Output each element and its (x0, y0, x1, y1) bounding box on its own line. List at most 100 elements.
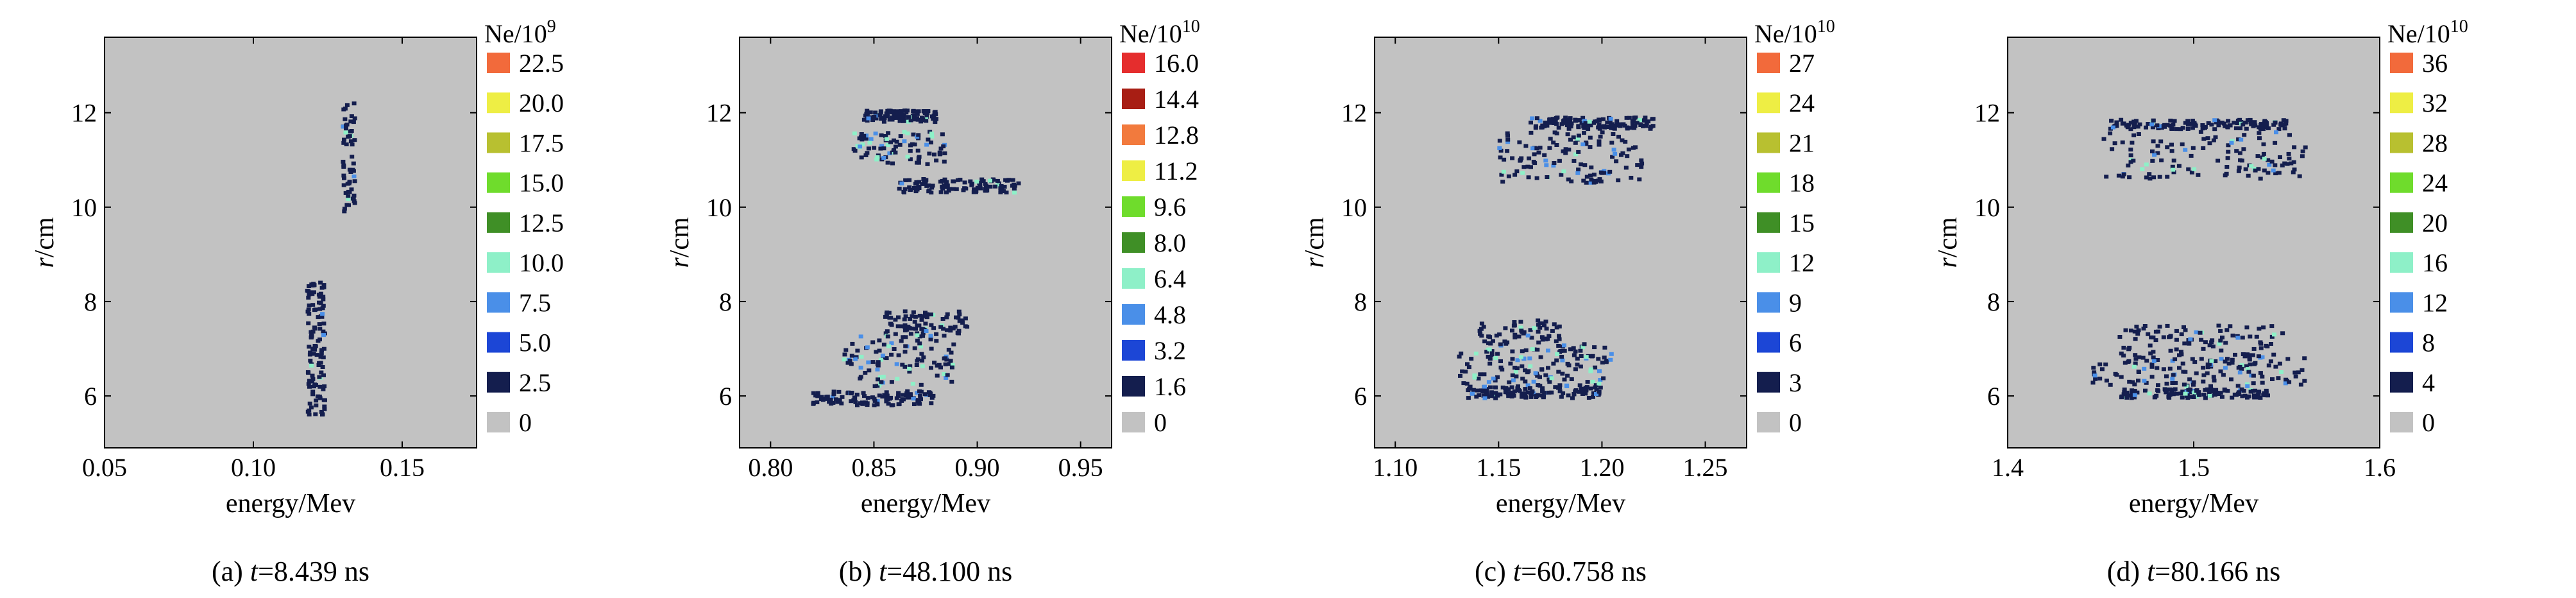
data-point (901, 393, 906, 397)
data-point (1588, 145, 1593, 150)
data-point (977, 181, 982, 185)
data-point (313, 344, 318, 348)
y-axis-label-var: r (30, 257, 60, 268)
data-point (843, 348, 849, 352)
data-point (1643, 115, 1648, 120)
colorbar-swatch (487, 53, 510, 73)
data-point (321, 373, 326, 377)
data-point (2148, 176, 2153, 181)
x-tick-label: 0.15 (380, 453, 425, 482)
data-point (311, 352, 316, 356)
data-point (2108, 382, 2113, 387)
y-axis-label-unit: /cm (30, 217, 60, 257)
data-point (2269, 159, 2275, 164)
data-point (2164, 374, 2169, 379)
data-point (2097, 362, 2103, 366)
data-point (936, 363, 942, 367)
data-point (940, 317, 945, 321)
colorbar-label: 24 (1789, 89, 1815, 117)
data-point (1530, 146, 1536, 151)
data-point (1571, 135, 1576, 140)
data-point (1545, 121, 1550, 125)
data-point (1583, 121, 1588, 125)
data-point (1611, 132, 1616, 136)
data-point (2253, 123, 2258, 128)
data-point (879, 117, 884, 121)
data-point (2148, 343, 2153, 348)
data-point (1498, 155, 1503, 160)
data-point (314, 353, 319, 357)
data-point (934, 332, 939, 336)
data-point (2218, 329, 2223, 333)
data-point (908, 157, 913, 162)
data-point (2292, 145, 2297, 150)
data-point (859, 354, 864, 359)
data-point (887, 316, 892, 320)
x-tick-label: 1.4 (1992, 453, 2024, 482)
data-point (350, 196, 355, 201)
data-point (309, 363, 314, 368)
data-point (1510, 349, 1515, 354)
data-point (2252, 395, 2257, 400)
data-point (948, 329, 953, 333)
data-point (2170, 377, 2175, 381)
data-point (2151, 175, 2157, 180)
data-point (2117, 335, 2123, 339)
data-point (863, 371, 868, 375)
data-point (2226, 361, 2232, 366)
data-point (901, 397, 906, 402)
colorbar-label: 22.5 (519, 49, 564, 78)
data-point (2217, 341, 2222, 346)
caption-rest: =60.758 ns (1521, 556, 1647, 587)
data-point (2241, 123, 2246, 127)
colorbar-swatch (1757, 252, 1780, 273)
data-point (852, 131, 857, 135)
data-point (1575, 363, 1580, 367)
data-point (1498, 148, 1504, 153)
data-point (1650, 124, 1656, 128)
data-point (1493, 379, 1498, 383)
data-point (1520, 364, 1525, 368)
data-points (305, 101, 357, 417)
data-point (2266, 158, 2271, 162)
data-point (318, 301, 323, 305)
data-point (2238, 126, 2243, 130)
x-axis-label: energy/Mev (2129, 489, 2258, 518)
data-point (902, 187, 908, 191)
data-point (920, 334, 926, 338)
data-point (1563, 119, 1568, 123)
data-point (1529, 393, 1534, 398)
colorbar-label: 0 (1154, 408, 1167, 437)
data-point (1502, 339, 1507, 344)
data-point (1584, 180, 1589, 185)
data-point (963, 324, 968, 329)
data-point (1601, 117, 1606, 121)
data-point (2224, 165, 2230, 169)
data-point (1543, 320, 1548, 324)
data-point (878, 357, 883, 362)
data-point (2241, 389, 2246, 393)
colorbar-swatch (1122, 124, 1145, 145)
data-point (1579, 354, 1584, 358)
data-point (1495, 352, 1500, 356)
data-point (1555, 352, 1560, 356)
data-point (908, 332, 913, 336)
data-point (1597, 381, 1602, 386)
data-point (1511, 378, 1516, 382)
data-point (1503, 326, 1508, 330)
panel-2: 0.80 0.85 0.90 0.95681012energy/Mevr/cmNe/1… (665, 17, 1200, 587)
data-point (2189, 153, 2194, 158)
data-point (2244, 364, 2249, 368)
data-point (1545, 337, 1550, 341)
data-point (919, 382, 924, 387)
data-point (2250, 389, 2255, 393)
data-point (2241, 352, 2246, 356)
colorbar-swatch (1122, 232, 1145, 253)
data-point (1532, 152, 1537, 157)
data-point (318, 280, 323, 285)
data-point (1523, 144, 1529, 148)
data-point (313, 307, 318, 312)
data-point (2249, 122, 2254, 126)
data-point (899, 339, 904, 343)
data-point (313, 412, 318, 416)
